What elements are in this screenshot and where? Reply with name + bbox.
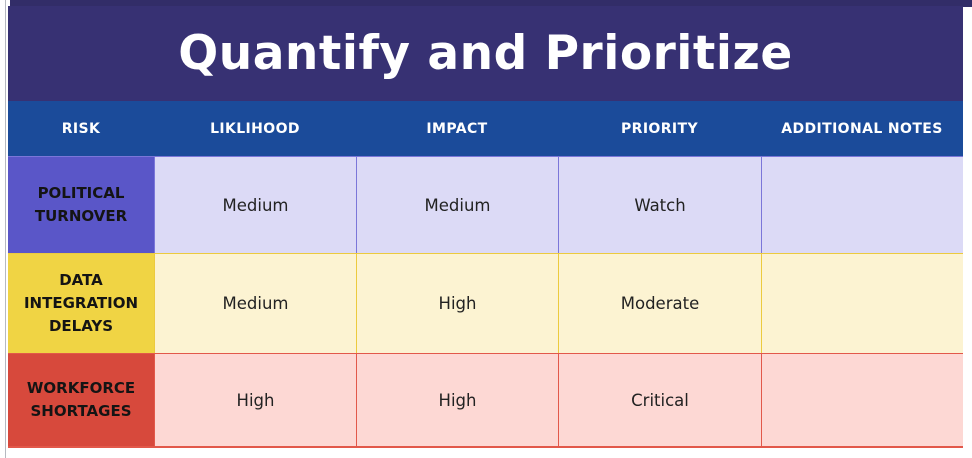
cell-impact: Medium [356,157,558,253]
title-band: Quantify and Prioritize [8,6,963,101]
page-title: Quantify and Prioritize [178,26,793,81]
table-row: POLITICAL TURNOVER Medium Medium Watch [8,156,963,253]
cell-additional-notes [761,157,963,253]
cell-priority: Critical [558,354,761,446]
row-label-data-integration-delays: DATA INTEGRATION DELAYS [8,254,154,353]
cell-impact: High [356,254,558,353]
cell-impact: High [356,354,558,446]
column-header-priority: PRIORITY [620,120,699,137]
table-row: WORKFORCE SHORTAGES High High Critical [8,353,963,448]
page-edge-line [5,0,6,458]
table-row: DATA INTEGRATION DELAYS Medium High Mode… [8,253,963,353]
column-header-liklihood: LIKLIHOOD [210,120,300,137]
row-label-workforce-shortages: WORKFORCE SHORTAGES [8,354,154,446]
cell-liklihood: Medium [154,157,356,253]
column-header-additional-notes: ADDITIONAL NOTES [781,120,943,137]
cell-priority: Watch [558,157,761,253]
row-label-political-turnover: POLITICAL TURNOVER [8,157,154,253]
cell-liklihood: Medium [154,254,356,353]
cell-liklihood: High [154,354,356,446]
cell-additional-notes [761,254,963,353]
table-header-row: RISK LIKLIHOOD IMPACT PRIORITY ADDITIONA… [8,101,963,156]
column-header-risk: RISK [61,120,101,137]
risk-table-slide: Quantify and Prioritize RISK LIKLIHOOD I… [8,6,963,448]
column-header-impact: IMPACT [426,120,488,137]
cell-additional-notes [761,354,963,446]
top-accent-strip [10,0,972,7]
cell-priority: Moderate [558,254,761,353]
